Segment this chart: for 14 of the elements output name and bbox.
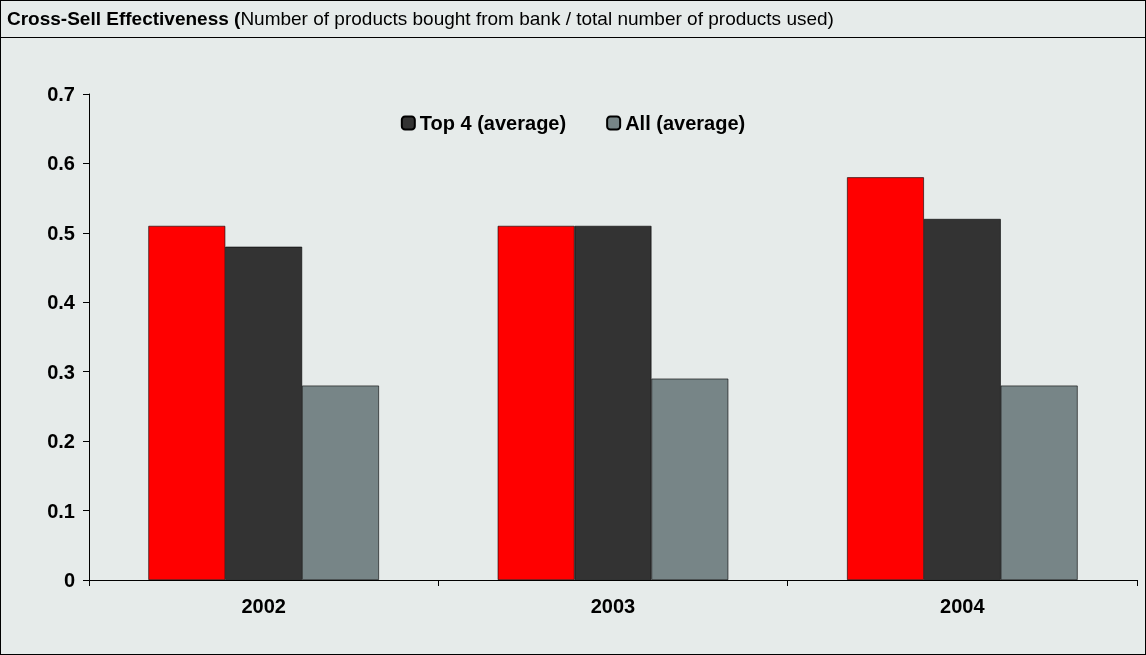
legend-label: Top 4 (average) (419, 112, 567, 134)
x-tick-label: 2002 (241, 595, 286, 617)
y-tick-label: 0.5 (47, 221, 75, 244)
chart-title: Cross-Sell Effectiveness (Number of products bought from bank / total number of products used) (1, 1, 1145, 38)
x-tick-label: 2004 (940, 595, 986, 617)
x-tick-label: 2003 (590, 595, 636, 617)
y-tick-label: 0.4 (47, 291, 76, 314)
legend-label: All (average) (625, 112, 746, 134)
y-tick-label: 0.2 (47, 430, 75, 453)
y-tick-label: 0 (63, 569, 75, 591)
y-tick-label: 0.6 (47, 152, 75, 175)
y-tick-label: 0.7 (47, 83, 75, 105)
y-tick-label: 0.3 (47, 360, 75, 383)
y-tick-label: 0.1 (47, 499, 75, 522)
